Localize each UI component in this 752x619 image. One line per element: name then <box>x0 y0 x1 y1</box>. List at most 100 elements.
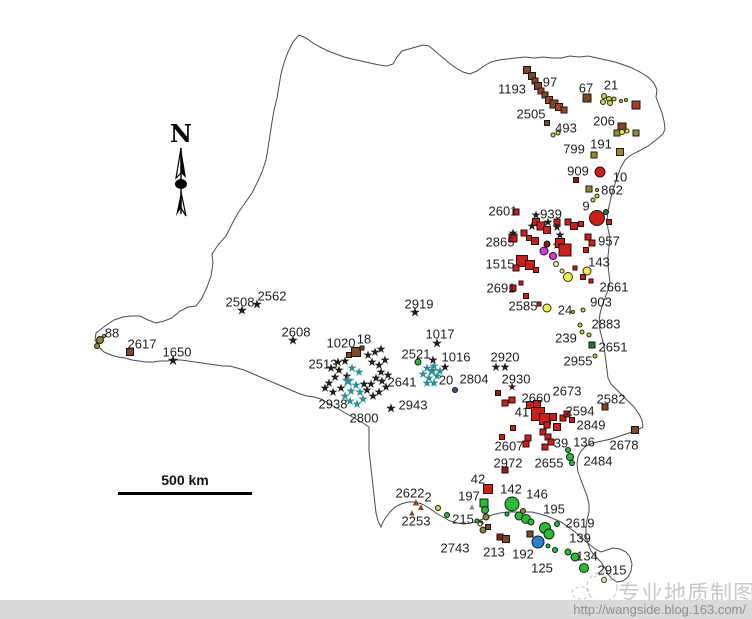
circle-marker <box>102 334 106 338</box>
sample-label: 2691 <box>486 280 516 296</box>
circle-marker <box>595 188 599 192</box>
star-marker: ★ <box>251 296 263 312</box>
sample-label: 1650 <box>162 344 192 360</box>
sample-label: 2660 <box>521 390 551 406</box>
country-outline <box>94 34 666 583</box>
scale-bar-label: 500 km <box>161 472 209 488</box>
sample-label: 134 <box>576 548 598 564</box>
sample-label: 2253 <box>401 513 431 529</box>
circle-marker <box>611 96 617 102</box>
sample-label: 146 <box>526 486 548 502</box>
sample-label: 143 <box>588 254 610 270</box>
square-marker <box>631 100 641 110</box>
square-marker <box>508 396 516 404</box>
square-marker <box>523 66 531 74</box>
circle-marker <box>482 513 490 521</box>
star-marker: ★ <box>329 370 341 384</box>
circle-marker <box>569 460 575 466</box>
square-marker <box>563 410 571 418</box>
square-marker <box>499 434 505 440</box>
square-marker <box>544 120 550 126</box>
sample-label: 2617 <box>127 336 157 352</box>
circle-marker <box>580 307 586 313</box>
circle-marker <box>570 552 580 562</box>
circle-marker <box>603 209 609 215</box>
star-marker: ★ <box>339 389 351 403</box>
sample-label: 2915 <box>597 562 627 578</box>
sample-label: 2804 <box>459 371 489 387</box>
sample-label: 97 <box>542 74 558 90</box>
circle-marker <box>564 548 572 556</box>
star-marker: ★ <box>361 383 373 397</box>
star-marker: ★ <box>439 360 451 374</box>
square-marker <box>541 443 549 451</box>
circle-marker <box>542 303 552 313</box>
star-marker: ★ <box>428 376 440 390</box>
square-marker <box>601 403 609 411</box>
circle-marker <box>94 343 100 349</box>
circle-marker <box>594 193 600 199</box>
circle-marker <box>619 99 623 103</box>
sample-label: 2883 <box>591 316 621 332</box>
triangle-marker: ▲ <box>410 496 422 509</box>
sample-label: 903 <box>590 294 612 310</box>
circle-marker <box>414 358 422 366</box>
square-marker <box>560 106 568 114</box>
square-marker <box>508 233 518 243</box>
sample-label: 2930 <box>501 371 531 387</box>
sample-label: 2607 <box>494 438 524 454</box>
star-marker: ★ <box>376 374 388 388</box>
star-marker: ★ <box>380 380 392 394</box>
triangle-marker: ▲ <box>407 507 417 518</box>
circle-marker <box>552 547 558 553</box>
sample-label: 10 <box>612 169 628 185</box>
circle-marker <box>554 521 560 527</box>
circle-marker <box>563 272 573 282</box>
star-marker: ★ <box>417 367 429 381</box>
circle-marker <box>589 210 605 226</box>
star-marker: ★ <box>382 368 394 382</box>
star-marker: ★ <box>421 376 433 390</box>
square-marker <box>585 185 593 193</box>
sample-label: 125 <box>531 560 553 576</box>
sample-label: 2938 <box>318 396 348 412</box>
sample-label: 39 <box>553 435 569 451</box>
star-marker: ★ <box>327 385 339 399</box>
star-marker: ★ <box>333 363 345 377</box>
square-marker <box>553 218 561 226</box>
square-marker <box>536 301 542 307</box>
star-marker: ★ <box>530 208 542 222</box>
sample-label: 2585 <box>508 298 538 314</box>
square-marker <box>510 425 516 431</box>
square-marker <box>588 239 596 247</box>
sample-label: 41 <box>514 404 530 420</box>
sample-label: 136 <box>573 434 595 450</box>
circle-marker <box>553 261 559 267</box>
star-marker: ★ <box>350 378 362 392</box>
square-marker <box>582 93 592 103</box>
square-marker <box>509 284 517 292</box>
sample-label: 2800 <box>349 410 379 426</box>
square-marker <box>558 243 572 257</box>
square-marker <box>578 221 584 227</box>
star-marker: ★ <box>526 219 538 233</box>
sample-label: 2955 <box>563 353 593 369</box>
star-marker: ★ <box>507 381 517 394</box>
circle-marker <box>579 563 589 573</box>
square-marker <box>126 348 134 356</box>
sample-label: 1020 <box>326 335 356 351</box>
scale-bar-line <box>118 492 252 495</box>
circle-marker <box>444 512 450 518</box>
circle-marker <box>586 332 592 338</box>
sample-label: 2582 <box>596 391 626 407</box>
sample-label: 2743 <box>440 540 470 556</box>
circle-marker <box>624 128 630 134</box>
star-marker: ★ <box>373 358 385 372</box>
star-marker: ★ <box>166 352 180 368</box>
star-marker: ★ <box>339 354 351 368</box>
sample-label: 192 <box>512 546 534 562</box>
circle-marker <box>582 266 592 276</box>
square-marker <box>525 260 535 270</box>
star-marker: ★ <box>370 371 382 385</box>
